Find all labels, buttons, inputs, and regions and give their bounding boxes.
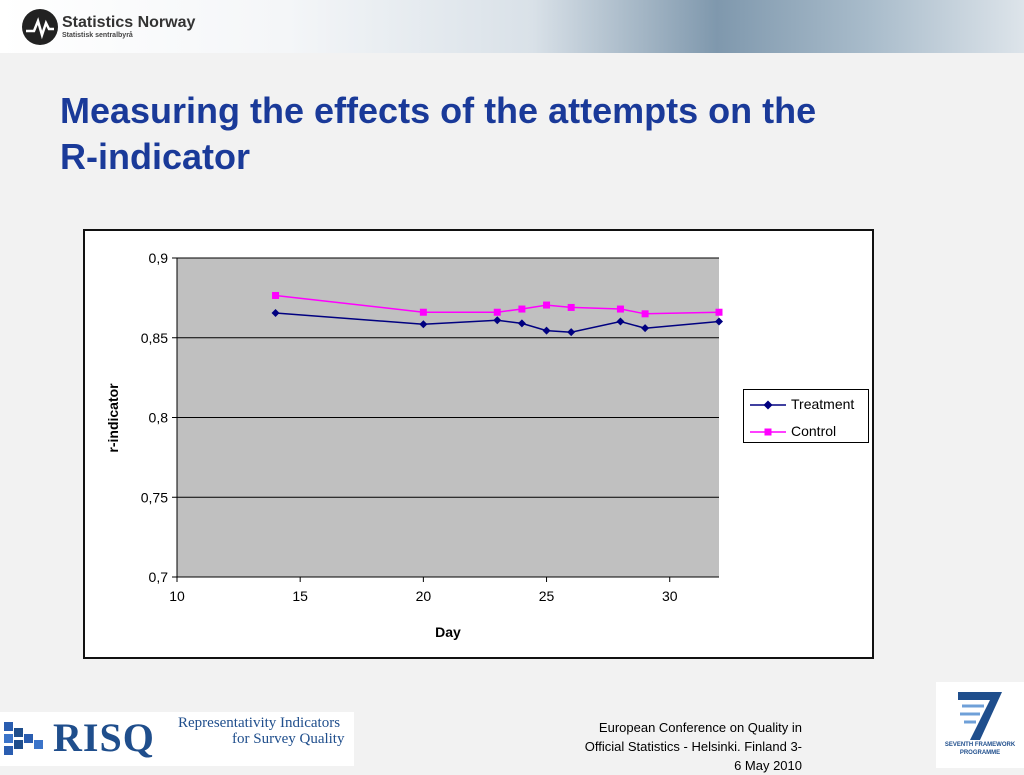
series-treatment: [271, 309, 723, 337]
treatment-point: [419, 320, 428, 329]
fp7-logo: SEVENTH FRAMEWORK PROGRAMME: [936, 682, 1024, 768]
conference-info: European Conference on Quality in Offici…: [540, 718, 802, 775]
brand-name: Statistics Norway: [62, 14, 196, 31]
treatment-point: [493, 316, 502, 325]
control-point: [518, 305, 526, 313]
series-control: [272, 291, 723, 318]
statistics-norway-logo-icon: [22, 9, 58, 45]
treatment-point: [271, 309, 280, 318]
slide-title-line-1: Measuring the effects of the attempts on…: [60, 90, 817, 131]
legend-item-control: Control: [750, 423, 836, 441]
cube-cluster-icon: [4, 722, 43, 755]
risq-logo: RISQ Representativity Indicators for Sur…: [0, 712, 354, 766]
x-tick-label: 15: [292, 588, 308, 604]
chart-legend: Treatment Control: [743, 389, 869, 443]
gridlines: [177, 257, 719, 498]
axes: [172, 257, 719, 582]
risq-tagline-line-1: Representativity Indicators: [178, 715, 341, 731]
legend-item-treatment: Treatment: [750, 396, 854, 414]
x-axis-label: Day: [435, 624, 461, 640]
control-point: [543, 301, 551, 309]
y-tick-label: 0,75: [141, 489, 168, 505]
conference-line-2: Official Statistics - Helsinki. Finland …: [584, 739, 802, 754]
x-tick-label: 20: [416, 588, 432, 604]
control-line-icon: [750, 428, 786, 436]
treatment-point: [641, 324, 650, 333]
x-tick-label: 25: [539, 588, 555, 604]
y-axis-label: r-indicator: [105, 383, 121, 453]
brand-subtitle: Statistisk sentralbyrå: [62, 32, 133, 39]
slide-title-line-2: R-indicator: [60, 136, 251, 177]
treatment-point: [567, 328, 576, 337]
y-tick-label: 0,8: [149, 410, 169, 426]
control-point: [567, 303, 575, 311]
seven-icon: [958, 692, 1002, 740]
line-chart: 0,7 0,75 0,8 0,85 0,9 10 15 20 25 30 Day r-indica…: [105, 250, 723, 640]
treatment-line-icon: [750, 400, 786, 410]
conference-line-3: 6 May 2010: [734, 758, 802, 773]
control-point: [715, 308, 723, 316]
legend-label-treatment: Treatment: [791, 396, 855, 412]
conference-line-1: European Conference on Quality in: [598, 720, 802, 735]
tick-labels: 0,7 0,75 0,8 0,85 0,9 10 15 20 25 30: [141, 250, 678, 604]
slide-title: Measuring the effects of the attempts on…: [60, 88, 960, 180]
y-tick-label: 0,9: [149, 250, 169, 266]
control-point: [616, 305, 624, 313]
treatment-point: [616, 317, 625, 326]
control-point: [641, 310, 649, 318]
fp7-line-1: SEVENTH FRAMEWORK: [944, 742, 1016, 748]
control-point: [419, 308, 427, 316]
series-layer: [271, 291, 723, 337]
treatment-point: [517, 319, 526, 328]
x-tick-label: 10: [169, 588, 185, 604]
legend-label-control: Control: [791, 423, 837, 439]
control-point: [493, 308, 501, 316]
risq-wordmark: RISQ: [53, 715, 155, 760]
treatment-point: [542, 326, 551, 335]
y-tick-label: 0,7: [149, 569, 169, 585]
treatment-point: [715, 317, 723, 326]
chart-container: 0,7 0,75 0,8 0,85 0,9 10 15 20 25 30 Day r-indica…: [83, 229, 874, 659]
x-tick-label: 30: [662, 588, 678, 604]
header-banner: Statistics Norway Statistisk sentralbyrå: [0, 0, 1024, 53]
risq-tagline-line-2: for Survey Quality: [232, 731, 345, 747]
y-tick-label: 0,85: [141, 330, 168, 346]
control-point: [272, 291, 280, 299]
fp7-line-2: PROGRAMME: [959, 750, 1001, 756]
